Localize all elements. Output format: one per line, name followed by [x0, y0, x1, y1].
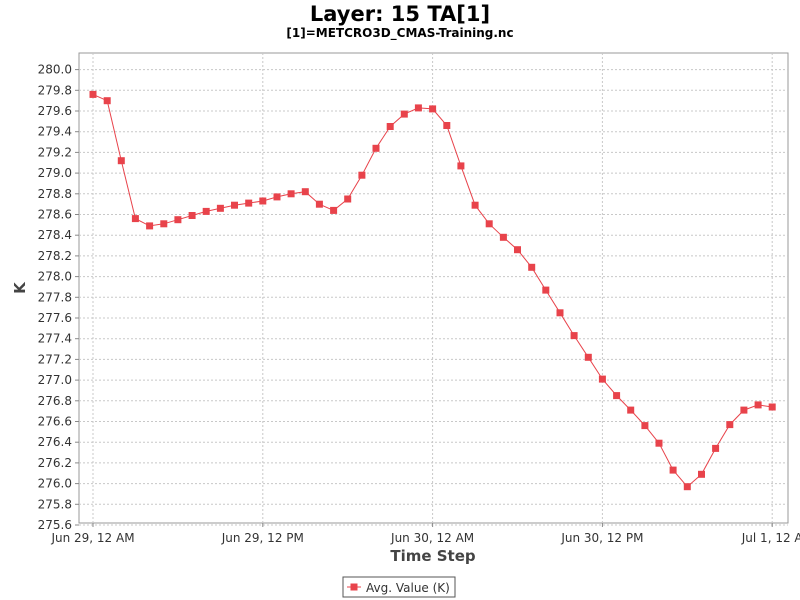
plot-area	[78, 52, 789, 524]
data-point	[188, 212, 196, 219]
data-point	[400, 110, 408, 118]
data-point	[216, 204, 224, 212]
x-tick-label: Jul 1, 12 A	[741, 531, 800, 545]
data-point	[584, 353, 592, 361]
x-tick-label: Jun 30, 12 PM	[560, 531, 643, 545]
data-point	[245, 199, 253, 207]
y-tick-label: 279.8	[38, 83, 72, 97]
y-tick-label: 277.4	[38, 332, 72, 346]
y-tick-label: 276.6	[38, 415, 72, 429]
data-point	[768, 403, 776, 411]
data-point	[131, 215, 139, 223]
y-tick-label: 276.4	[38, 435, 72, 449]
y-tick-label: 278.6	[38, 208, 72, 222]
y-tick-label: 279.2	[38, 145, 72, 159]
data-point	[528, 263, 536, 271]
y-tick-label: 278.8	[38, 187, 72, 201]
y-tick-label: 276.8	[38, 394, 72, 408]
data-point	[698, 470, 705, 478]
y-tick-label: 278.4	[38, 228, 72, 242]
data-point	[301, 188, 309, 196]
data-point	[613, 392, 621, 400]
data-point	[273, 193, 281, 201]
y-tick-label: 276.0	[38, 477, 72, 491]
y-tick-label: 277.8	[38, 290, 72, 304]
data-point	[414, 104, 422, 112]
chart-title: Layer: 15 TA[1]	[310, 2, 490, 26]
data-point	[330, 206, 338, 214]
y-tick-label: 277.0	[38, 373, 72, 387]
x-tick-label: Jun 30, 12 AM	[390, 531, 474, 545]
data-point	[259, 197, 267, 205]
legend-entry-label: Avg. Value (K)	[366, 581, 450, 595]
data-point	[655, 439, 663, 447]
data-point	[683, 483, 691, 491]
y-axis-label: K	[11, 281, 29, 294]
legend-marker-swatch	[350, 583, 358, 591]
y-tick-label: 278.0	[38, 270, 72, 284]
y-tick-label: 279.0	[38, 166, 72, 180]
data-point	[627, 406, 635, 414]
legend: Avg. Value (K)	[342, 576, 456, 598]
x-tick-label: Jun 29, 12 AM	[50, 531, 134, 545]
data-point	[471, 201, 479, 209]
y-tick-label: 279.4	[38, 125, 72, 139]
data-point	[146, 222, 154, 230]
data-point	[669, 466, 677, 474]
data-point	[174, 216, 182, 224]
data-point	[641, 422, 649, 430]
data-point	[202, 207, 210, 215]
x-axis-label: Time Step	[390, 547, 476, 565]
data-point	[712, 444, 720, 452]
data-point	[117, 157, 125, 165]
data-point	[287, 190, 295, 198]
data-point	[372, 144, 380, 152]
series-layer	[89, 90, 776, 491]
y-tick-label: 275.8	[38, 497, 72, 511]
y-tick-label: 280.0	[38, 63, 72, 77]
data-point	[160, 220, 168, 228]
data-point	[754, 401, 762, 409]
data-point	[485, 220, 493, 228]
data-point	[89, 90, 97, 98]
legend-box	[342, 576, 456, 598]
data-point	[344, 195, 352, 203]
chart-subtitle: [1]=METCRO3D_CMAS-Training.nc	[286, 26, 513, 41]
y-axis: 275.6 275.8 276.0 276.2 276.4 276.6 276.8 277.0…	[38, 63, 79, 532]
data-point	[315, 200, 323, 208]
y-tick-label: 276.2	[38, 456, 72, 470]
data-point	[514, 246, 521, 254]
data-point	[726, 421, 734, 429]
y-tick-label: 275.6	[38, 518, 72, 532]
data-point	[542, 286, 550, 294]
y-tick-label: 277.6	[38, 311, 72, 325]
data-point	[740, 406, 748, 414]
y-tick-label: 279.6	[38, 104, 72, 118]
x-tick-label: Jun 29, 12 PM	[221, 531, 304, 545]
data-point	[358, 171, 366, 179]
data-point	[429, 105, 437, 113]
y-tick-label: 278.2	[38, 249, 72, 263]
data-point	[457, 162, 465, 170]
data-point	[103, 97, 111, 105]
data-point	[443, 122, 451, 129]
data-point	[556, 309, 564, 317]
data-point	[499, 233, 507, 241]
data-point	[386, 123, 394, 130]
y-tick-label: 277.2	[38, 352, 72, 366]
x-axis: Jun 29, 12 AM Jun 29, 12 PM Jun 30, 12 AM J…	[50, 523, 800, 545]
data-point	[598, 375, 606, 383]
data-point	[231, 201, 238, 209]
data-point	[570, 332, 578, 340]
